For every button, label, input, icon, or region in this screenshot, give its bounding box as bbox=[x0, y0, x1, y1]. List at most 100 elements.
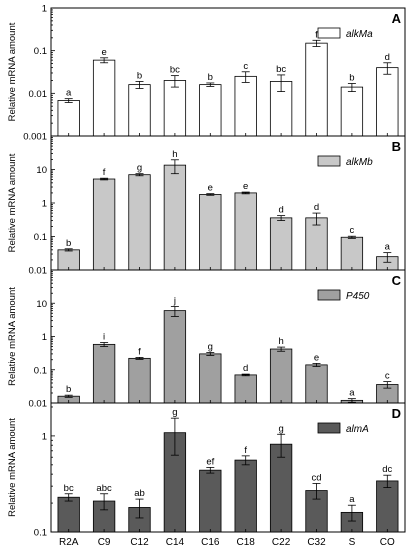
bar bbox=[269, 217, 293, 271]
y-axis-label: Relative mRNA amount bbox=[7, 287, 18, 386]
y-tick-label: 0.1 bbox=[34, 232, 47, 243]
y-tick-label: 0.01 bbox=[29, 89, 48, 100]
significance-letter: g bbox=[208, 342, 213, 353]
significance-letter: d bbox=[278, 205, 283, 216]
bar bbox=[163, 164, 187, 271]
significance-letter: g bbox=[137, 163, 142, 174]
y-tick-label: 0.1 bbox=[34, 528, 47, 539]
significance-letter: ab bbox=[134, 488, 145, 499]
significance-letter: d bbox=[385, 52, 390, 63]
bar bbox=[376, 480, 399, 533]
y-tick-label: 10 bbox=[36, 165, 47, 176]
x-tick-label: C18 bbox=[237, 537, 256, 548]
significance-letter: abc bbox=[96, 483, 112, 494]
legend-swatch bbox=[317, 155, 341, 167]
significance-letter: d bbox=[243, 363, 248, 374]
bar bbox=[305, 364, 328, 404]
significance-letter: a bbox=[66, 88, 72, 99]
legend-swatch bbox=[317, 289, 341, 301]
significance-letter: b bbox=[349, 73, 354, 84]
bar bbox=[57, 249, 80, 271]
bar bbox=[199, 194, 222, 271]
bar bbox=[234, 374, 257, 404]
significance-letter: b bbox=[137, 70, 142, 81]
bar bbox=[376, 67, 399, 137]
significance-letter: b bbox=[208, 72, 213, 83]
significance-letter: e bbox=[101, 47, 106, 58]
significance-letter: g bbox=[278, 423, 283, 434]
significance-letter: j bbox=[173, 295, 176, 306]
bar bbox=[269, 348, 293, 404]
bar bbox=[340, 86, 364, 137]
significance-letter: bc bbox=[170, 65, 180, 76]
bar bbox=[234, 192, 257, 271]
legend-label: P450 bbox=[346, 291, 370, 302]
bar bbox=[128, 174, 151, 271]
significance-letter: a bbox=[349, 388, 355, 399]
y-tick-label: 0.1 bbox=[34, 46, 47, 57]
y-axis-label: Relative mRNA amount bbox=[7, 22, 18, 121]
x-tick-label: C16 bbox=[201, 537, 220, 548]
panel-letter: D bbox=[392, 406, 401, 421]
y-tick-label: 1 bbox=[42, 431, 47, 442]
y-tick-label: 1 bbox=[42, 199, 47, 210]
x-tick-label: R2A bbox=[59, 537, 79, 548]
bar bbox=[163, 310, 187, 404]
bar bbox=[234, 75, 257, 137]
bar bbox=[57, 496, 80, 533]
x-tick-label: C14 bbox=[166, 537, 185, 548]
significance-letter: bc bbox=[276, 64, 286, 75]
bar bbox=[199, 353, 222, 404]
y-axis-label: Relative mRNA amount bbox=[7, 153, 18, 252]
significance-letter: c bbox=[385, 371, 390, 382]
x-tick-label: C22 bbox=[272, 537, 291, 548]
y-tick-label: 1 bbox=[42, 332, 47, 343]
legend-label: almA bbox=[346, 424, 369, 435]
legend-label: alkMb bbox=[346, 157, 373, 168]
bar bbox=[234, 459, 257, 533]
significance-letter: h bbox=[278, 336, 283, 347]
bar bbox=[305, 42, 328, 137]
significance-letter: a bbox=[349, 494, 355, 505]
legend-swatch bbox=[317, 27, 341, 39]
legend-label: alkMa bbox=[346, 29, 373, 40]
bar bbox=[199, 469, 222, 533]
bar bbox=[128, 357, 151, 404]
y-tick-label: 10 bbox=[36, 299, 47, 310]
significance-letter: a bbox=[385, 242, 391, 253]
plot-frame bbox=[50, 402, 406, 533]
y-axis-label: Relative mRNA amount bbox=[7, 418, 18, 517]
significance-letter: f bbox=[244, 445, 247, 456]
significance-letter: f bbox=[315, 29, 318, 40]
significance-letter: cd bbox=[311, 472, 321, 483]
significance-letter: e bbox=[208, 183, 213, 194]
significance-letter: e bbox=[314, 352, 319, 363]
significance-letter: c bbox=[350, 225, 355, 236]
bar bbox=[92, 343, 116, 404]
x-tick-label: C9 bbox=[98, 537, 111, 548]
significance-letter: f bbox=[138, 346, 141, 357]
panel-c: 0.01 0.1 1 10 Relative mRNA amount C P450 b i f j g… bbox=[7, 269, 406, 410]
significance-letter: c bbox=[243, 61, 248, 72]
x-tick-label: C12 bbox=[130, 537, 149, 548]
significance-letter: d bbox=[314, 202, 319, 213]
panel-letter: A bbox=[392, 11, 402, 26]
significance-letter: b bbox=[66, 384, 71, 395]
bar bbox=[340, 236, 364, 271]
y-tick-label: 0.01 bbox=[29, 399, 48, 410]
bar bbox=[57, 100, 80, 137]
significance-letter: e bbox=[243, 181, 248, 192]
bar bbox=[92, 178, 116, 271]
bar bbox=[128, 84, 151, 137]
significance-letter: f bbox=[103, 167, 106, 178]
bar bbox=[305, 217, 328, 271]
significance-letter: g bbox=[172, 407, 177, 418]
significance-letter: bc bbox=[64, 483, 74, 494]
significance-letter: i bbox=[103, 332, 105, 343]
legend-swatch bbox=[317, 422, 341, 434]
panel-letter: B bbox=[392, 139, 401, 154]
